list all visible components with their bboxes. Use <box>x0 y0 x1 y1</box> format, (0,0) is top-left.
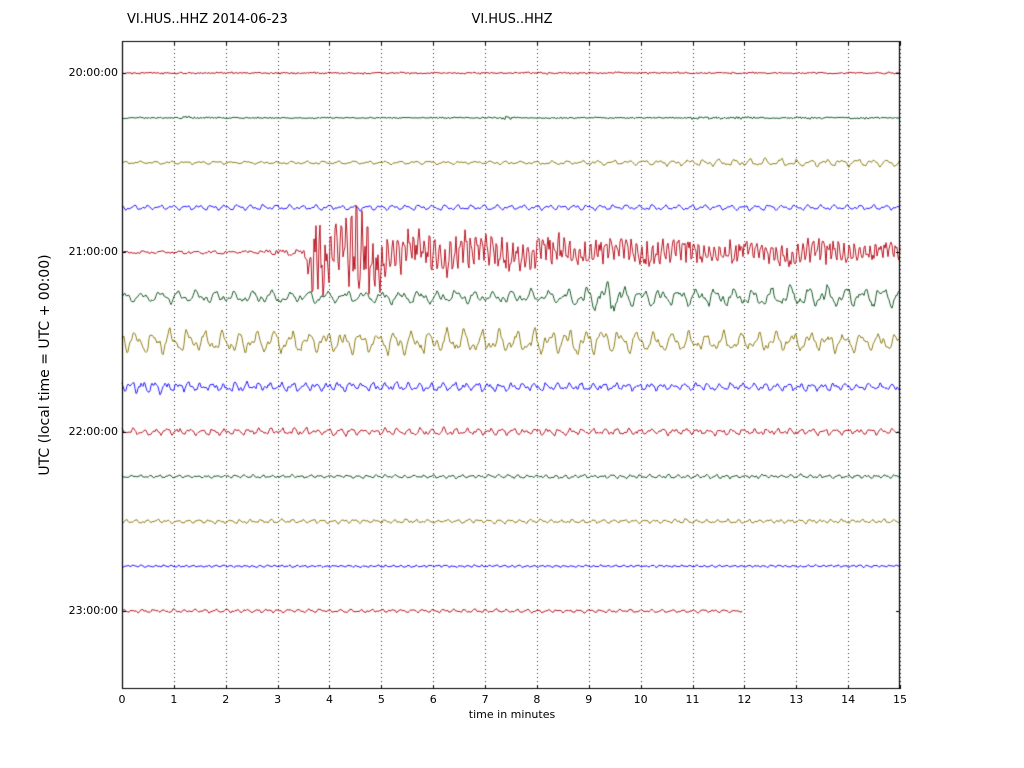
x-tick-label: 11 <box>685 693 700 706</box>
y-tick-label: 22:00:00 <box>68 424 118 438</box>
x-tick-label: 4 <box>325 693 333 706</box>
x-tick-label: 10 <box>633 693 648 706</box>
plot-title-center: VI.HUS..HHZ <box>471 12 553 27</box>
x-tick-label: 2 <box>222 693 230 706</box>
x-tick-label: 6 <box>429 693 437 706</box>
x-tick-label: 5 <box>377 693 385 706</box>
x-tick-label: 1 <box>170 693 178 706</box>
x-tick-label: 8 <box>533 693 541 706</box>
x-axis-label: time in minutes <box>468 708 556 721</box>
x-tick-label: 0 <box>118 693 126 706</box>
y-tick-label: 21:00:00 <box>68 245 118 259</box>
x-tick-label: 13 <box>789 693 804 706</box>
x-tick-label: 14 <box>841 693 856 706</box>
y-tick-label: 20:00:00 <box>68 66 118 79</box>
x-tick-label: 12 <box>737 693 752 706</box>
x-tick-label: 7 <box>481 693 489 706</box>
y-axis-label: UTC (local time = UTC + 00:00) <box>37 254 53 476</box>
x-tick-label: 9 <box>585 693 593 706</box>
x-tick-label: 15 <box>893 693 907 706</box>
y-tick-label: 23:00:00 <box>68 603 118 617</box>
plot-title-left: VI.HUS..HHZ 2014-06-23 <box>127 12 288 27</box>
x-tick-label: 3 <box>274 693 282 706</box>
